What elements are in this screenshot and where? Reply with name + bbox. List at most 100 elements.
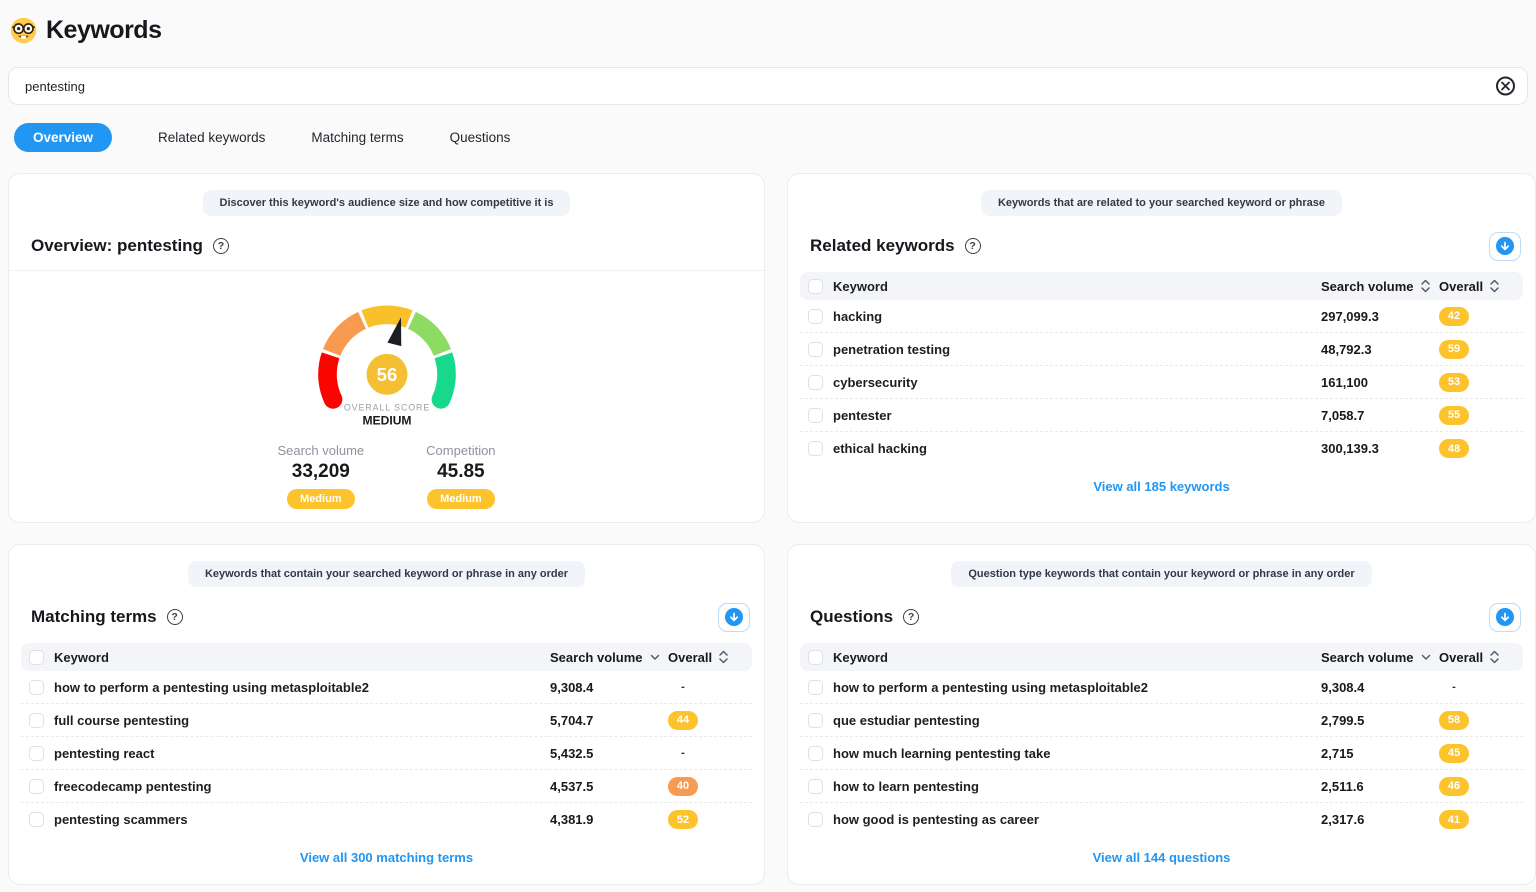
sort-desc-icon[interactable] — [1421, 654, 1431, 661]
row-checkbox[interactable] — [29, 712, 44, 728]
row-checkbox[interactable] — [808, 679, 823, 695]
search-volume-cell: 7,058.7 — [1321, 407, 1365, 423]
keyword-cell: pentesting scammers — [54, 812, 188, 828]
tab-overview[interactable]: Overview — [14, 122, 113, 152]
search-volume-cell: 9,308.4 — [550, 679, 594, 695]
questions-card-title: Questions ? — [810, 607, 920, 627]
view-all-questions-link[interactable]: View all 144 questions — [1092, 850, 1231, 866]
stat-value: 33,209 — [291, 461, 350, 483]
overall-badge: 55 — [1439, 405, 1469, 425]
search-volume-cell: 5,432.5 — [550, 745, 594, 761]
stat-value: 45.85 — [437, 461, 485, 483]
row-checkbox[interactable] — [29, 778, 44, 794]
search-bar — [8, 67, 1528, 105]
related-card-title: Related keywords ? — [810, 236, 981, 256]
page-title: Keywords — [46, 16, 162, 44]
table-row: full course pentesting 5,704.7 44 — [21, 704, 752, 738]
overall-badge: 40 — [668, 776, 698, 796]
search-volume-cell: 4,537.5 — [550, 778, 594, 794]
table-header: Keyword Search volume Overall — [800, 272, 1523, 301]
column-overall: Overall — [668, 649, 713, 665]
table-row: pentesting react 5,432.5 - — [21, 737, 752, 771]
search-volume-cell: 2,799.5 — [1321, 712, 1365, 728]
header-checkbox[interactable] — [29, 649, 44, 665]
questions-tooltip: Question type keywords that contain your… — [951, 561, 1372, 588]
help-icon[interactable]: ? — [964, 238, 981, 255]
tab-matching-terms[interactable]: Matching terms — [311, 129, 404, 145]
related-keywords-table: hacking 297,099.3 42 penetration testing… — [800, 300, 1523, 465]
overall-badge: 53 — [1439, 372, 1469, 392]
table-row: how to perform a pentesting using metasp… — [800, 671, 1523, 705]
table-row: how to learn pentesting 2,511.6 46 — [800, 770, 1523, 804]
keyword-cell: penetration testing — [833, 341, 951, 357]
sort-both-icon[interactable] — [1490, 279, 1499, 293]
row-checkbox[interactable] — [808, 812, 823, 828]
sort-both-icon[interactable] — [1490, 650, 1499, 664]
table-row: how to perform a pentesting using metasp… — [21, 671, 752, 705]
search-volume-cell: 2,715 — [1321, 745, 1354, 761]
overall-badge: 48 — [1439, 439, 1469, 459]
stat-block: Competition 45.85 Medium — [426, 443, 496, 510]
table-row: how good is pentesting as career 2,317.6… — [800, 803, 1523, 836]
download-button[interactable] — [1489, 602, 1521, 632]
stat-level-badge: Medium — [427, 489, 495, 510]
nerd-face-emoji — [10, 17, 37, 44]
row-checkbox[interactable] — [29, 812, 44, 828]
keyword-cell: how to perform a pentesting using metasp… — [833, 679, 1148, 695]
row-checkbox[interactable] — [808, 374, 823, 390]
row-checkbox[interactable] — [29, 679, 44, 695]
keyword-cell: how good is pentesting as career — [833, 812, 1039, 828]
view-all-matching-link[interactable]: View all 300 matching terms — [299, 850, 474, 866]
help-icon[interactable]: ? — [212, 238, 229, 255]
column-overall: Overall — [1439, 278, 1484, 294]
overall-badge: 59 — [1439, 339, 1469, 359]
table-row: ethical hacking 300,139.3 48 — [800, 432, 1523, 465]
row-checkbox[interactable] — [808, 341, 823, 357]
download-button[interactable] — [718, 602, 750, 632]
search-volume-cell: 48,792.3 — [1321, 341, 1372, 357]
gauge-score-label: OVERALL SCORE — [343, 403, 429, 413]
help-icon[interactable]: ? — [903, 609, 920, 626]
sort-desc-icon[interactable] — [650, 654, 660, 661]
table-row: penetration testing 48,792.3 59 — [800, 333, 1523, 367]
column-search-volume: Search volume — [550, 649, 643, 665]
header-checkbox[interactable] — [808, 278, 823, 294]
table-row: pentester 7,058.7 55 — [800, 399, 1523, 433]
row-checkbox[interactable] — [29, 745, 44, 761]
app-header: Keywords — [0, 0, 1536, 45]
row-checkbox[interactable] — [808, 441, 823, 457]
table-header: Keyword Search volume Overall — [800, 643, 1523, 672]
overall-badge: - — [681, 681, 685, 694]
download-button[interactable] — [1489, 231, 1521, 261]
search-volume-cell: 9,308.4 — [1321, 679, 1365, 695]
table-row: freecodecamp pentesting 4,537.5 40 — [21, 770, 752, 804]
overview-tooltip: Discover this keyword's audience size an… — [202, 190, 571, 217]
sort-both-icon[interactable] — [719, 650, 728, 664]
row-checkbox[interactable] — [808, 308, 823, 324]
related-tooltip: Keywords that are related to your search… — [980, 190, 1343, 217]
tab-questions[interactable]: Questions — [449, 129, 511, 145]
row-checkbox[interactable] — [808, 745, 823, 761]
row-checkbox[interactable] — [808, 407, 823, 423]
overall-badge: 44 — [668, 710, 698, 730]
clear-search-icon[interactable] — [1496, 76, 1515, 96]
search-input[interactable] — [9, 68, 1527, 104]
sort-both-icon[interactable] — [1420, 279, 1430, 293]
keyword-cell: cybersecurity — [833, 374, 918, 390]
overall-score-gauge: 56 OVERALL SCORE MEDIUM — [317, 305, 456, 428]
overview-card-title: Overview: pentesting ? — [31, 236, 229, 256]
gauge-score-level: MEDIUM — [362, 414, 411, 428]
dashboard-grid: Discover this keyword's audience size an… — [8, 173, 1536, 885]
tab-related-keywords[interactable]: Related keywords — [158, 129, 266, 145]
stat-block: Search volume 33,209 Medium — [277, 443, 364, 510]
help-icon[interactable]: ? — [166, 609, 183, 626]
table-row: how much learning pentesting take 2,715 … — [800, 737, 1523, 771]
header-checkbox[interactable] — [808, 649, 823, 665]
view-all-keywords-link[interactable]: View all 185 keywords — [1093, 479, 1230, 495]
row-checkbox[interactable] — [808, 778, 823, 794]
keyword-cell: how to learn pentesting — [833, 778, 979, 794]
keyword-cell: freecodecamp pentesting — [54, 778, 212, 794]
row-checkbox[interactable] — [808, 712, 823, 728]
download-icon — [1496, 237, 1514, 256]
column-keyword: Keyword — [833, 278, 888, 294]
